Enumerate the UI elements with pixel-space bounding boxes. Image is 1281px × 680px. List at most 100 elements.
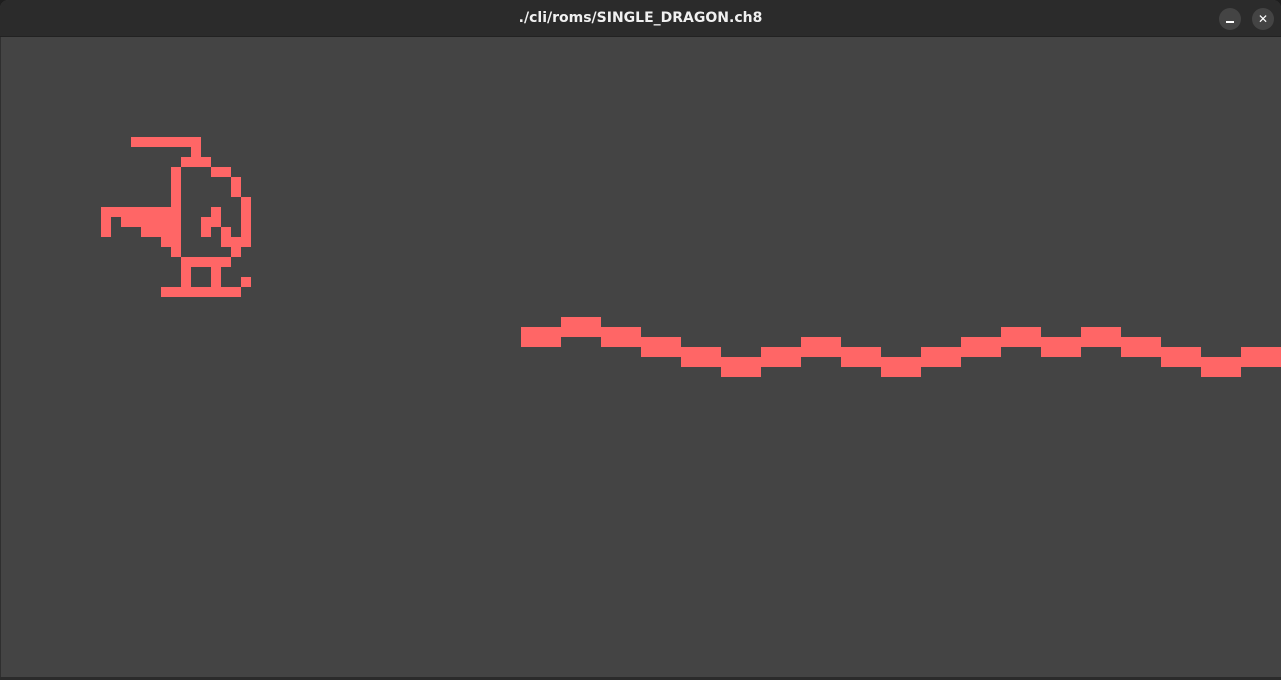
window-left-border bbox=[0, 37, 1, 677]
sprite-pixel bbox=[211, 217, 221, 227]
sprite-pixel bbox=[141, 227, 151, 237]
wave-pixel bbox=[1041, 337, 1061, 357]
sprite-pixel bbox=[171, 167, 181, 177]
wave-pixel bbox=[681, 347, 701, 367]
sprite-pixel bbox=[181, 267, 191, 277]
wave-pixel bbox=[1221, 357, 1241, 377]
sprite-pixel bbox=[141, 207, 151, 217]
sprite-pixel bbox=[171, 137, 181, 147]
sprite-pixel bbox=[161, 237, 171, 247]
sprite-pixel bbox=[241, 227, 251, 237]
sprite-pixel bbox=[101, 207, 111, 217]
close-button[interactable]: ✕ bbox=[1252, 8, 1274, 30]
minimize-icon bbox=[1226, 21, 1234, 23]
sprite-pixel bbox=[211, 167, 221, 177]
sprite-pixel bbox=[121, 217, 131, 227]
sprite-pixel bbox=[241, 207, 251, 217]
sprite-pixel bbox=[101, 217, 111, 227]
sprite-pixel bbox=[171, 237, 181, 247]
sprite-pixel bbox=[231, 187, 241, 197]
sprite-pixel bbox=[171, 197, 181, 207]
wave-pixel bbox=[701, 347, 721, 367]
sprite-pixel bbox=[161, 217, 171, 227]
sprite-pixel bbox=[131, 217, 141, 227]
sprite-pixel bbox=[191, 257, 201, 267]
wave-line bbox=[521, 317, 1281, 377]
sprite-pixel bbox=[151, 217, 161, 227]
wave-pixel bbox=[781, 347, 801, 367]
sprite-pixel bbox=[121, 207, 131, 217]
sprite-pixel bbox=[171, 187, 181, 197]
wave-pixel bbox=[941, 347, 961, 367]
wave-pixel bbox=[1081, 327, 1101, 347]
wave-pixel bbox=[981, 337, 1001, 357]
sprite-pixel bbox=[191, 147, 201, 157]
wave-pixel bbox=[641, 337, 661, 357]
sprite-pixel bbox=[111, 207, 121, 217]
sprite-pixel bbox=[171, 177, 181, 187]
wave-pixel bbox=[861, 347, 881, 367]
sprite-pixel bbox=[231, 177, 241, 187]
window-title: ./cli/roms/SINGLE_DRAGON.ch8 bbox=[518, 10, 763, 26]
wave-pixel bbox=[1061, 337, 1081, 357]
sprite-pixel bbox=[201, 217, 211, 227]
wave-pixel bbox=[541, 327, 561, 347]
sprite-pixel bbox=[231, 247, 241, 257]
wave-pixel bbox=[661, 337, 681, 357]
wave-pixel bbox=[761, 347, 781, 367]
chip8-canvas bbox=[1, 37, 1281, 677]
sprite-pixel bbox=[101, 227, 111, 237]
wave-pixel bbox=[1201, 357, 1221, 377]
sprite-pixel bbox=[171, 207, 181, 217]
minimize-button[interactable] bbox=[1219, 8, 1241, 30]
wave-pixel bbox=[1241, 347, 1261, 367]
wave-pixel bbox=[901, 357, 921, 377]
sprite-pixel bbox=[211, 207, 221, 217]
title-bar[interactable]: ./cli/roms/SINGLE_DRAGON.ch8 ✕ bbox=[0, 0, 1281, 37]
sprite-pixel bbox=[211, 277, 221, 287]
sprite-pixel bbox=[211, 287, 221, 297]
sprite-pixel bbox=[181, 287, 191, 297]
sprite-pixel bbox=[161, 287, 171, 297]
sprite-pixel bbox=[191, 157, 201, 167]
wave-pixel bbox=[1121, 337, 1141, 357]
sprite-pixel bbox=[201, 157, 211, 167]
sprite-pixel bbox=[171, 227, 181, 237]
wave-pixel bbox=[821, 337, 841, 357]
sprite-pixel bbox=[151, 227, 161, 237]
sprite-pixel bbox=[191, 137, 201, 147]
sprite-pixel bbox=[231, 237, 241, 247]
sprite-pixel bbox=[221, 287, 231, 297]
sprite-pixel bbox=[201, 227, 211, 237]
sprite-pixel bbox=[161, 207, 171, 217]
sprite-pixel bbox=[221, 257, 231, 267]
sprite-pixel bbox=[221, 237, 231, 247]
wave-pixel bbox=[1021, 327, 1041, 347]
wave-pixel bbox=[801, 337, 821, 357]
wave-pixel bbox=[601, 327, 621, 347]
sprite-pixel bbox=[131, 207, 141, 217]
sprite-pixel bbox=[161, 137, 171, 147]
wave-pixel bbox=[1101, 327, 1121, 347]
wave-pixel bbox=[961, 337, 981, 357]
wave-pixel bbox=[841, 347, 861, 367]
sprite-pixel bbox=[201, 257, 211, 267]
sprite-pixel bbox=[241, 277, 251, 287]
sprite-pixel bbox=[231, 287, 241, 297]
wave-pixel bbox=[881, 357, 901, 377]
sprite-pixel bbox=[171, 287, 181, 297]
sprite-pixel bbox=[181, 277, 191, 287]
sprite-pixel bbox=[181, 157, 191, 167]
sprite-pixel bbox=[241, 237, 251, 247]
sprite-pixel bbox=[141, 137, 151, 147]
sprite-pixel bbox=[211, 257, 221, 267]
sprite-pixel bbox=[141, 217, 151, 227]
sprite-pixel bbox=[221, 227, 231, 237]
wave-pixel bbox=[621, 327, 641, 347]
chip8-display[interactable] bbox=[1, 37, 1281, 677]
wave-pixel bbox=[1141, 337, 1161, 357]
wave-pixel bbox=[521, 327, 541, 347]
sprite-pixel bbox=[201, 287, 211, 297]
wave-pixel bbox=[1261, 347, 1281, 367]
